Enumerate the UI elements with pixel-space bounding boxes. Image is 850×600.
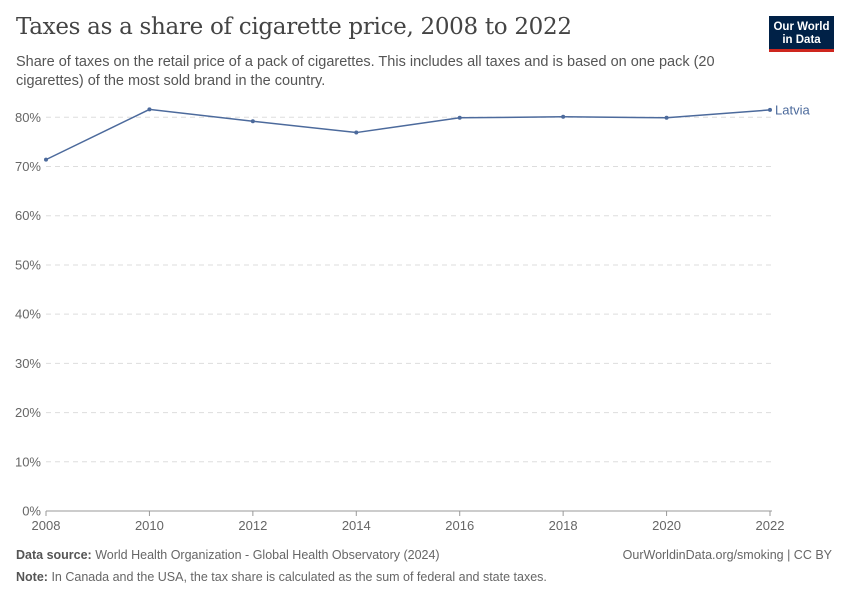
data-point (250, 119, 255, 124)
data-point (147, 107, 152, 112)
series-label: Latvia (775, 102, 810, 117)
data-point (457, 115, 462, 120)
y-tick-label: 60% (15, 208, 41, 223)
x-tick-label: 2010 (135, 518, 164, 533)
x-tick-label: 2008 (32, 518, 61, 533)
y-tick-label: 0% (22, 504, 41, 519)
y-tick-label: 50% (15, 257, 41, 272)
data-point (44, 157, 48, 162)
y-tick-label: 40% (15, 307, 41, 322)
data-source: Data source: World Health Organization -… (16, 548, 440, 562)
chart-subtitle: Share of taxes on the retail price of a … (16, 54, 715, 89)
y-tick-label: 80% (15, 110, 41, 125)
data-point (354, 130, 359, 135)
x-tick-label: 2018 (549, 518, 578, 533)
note-text: In Canada and the USA, the tax share is … (51, 570, 547, 584)
data-point (561, 114, 566, 119)
source-url[interactable]: OurWorldinData.org/smoking | CC BY (622, 548, 832, 562)
source-text[interactable]: World Health Organization - Global Healt… (95, 548, 440, 562)
x-tick-label: 2016 (445, 518, 474, 533)
y-tick-label: 30% (15, 356, 41, 371)
data-point (768, 107, 772, 112)
note-label: Note: (16, 570, 48, 584)
source-label: Data source: (16, 548, 92, 562)
y-tick-label: 10% (15, 454, 41, 469)
x-tick-label: 2014 (342, 518, 371, 533)
owid-logo[interactable]: Our World in Data (769, 16, 834, 52)
note: Note: In Canada and the USA, the tax sha… (16, 570, 547, 584)
y-tick-label: 20% (15, 405, 41, 420)
y-tick-label: 70% (15, 159, 41, 174)
x-tick-label: 2012 (238, 518, 267, 533)
x-tick-label: 2022 (756, 518, 785, 533)
x-tick-label: 2020 (652, 518, 681, 533)
chart-title: Taxes as a share of cigarette price, 200… (16, 14, 572, 40)
data-point (664, 115, 669, 120)
series-line-latvia (45, 108, 771, 161)
